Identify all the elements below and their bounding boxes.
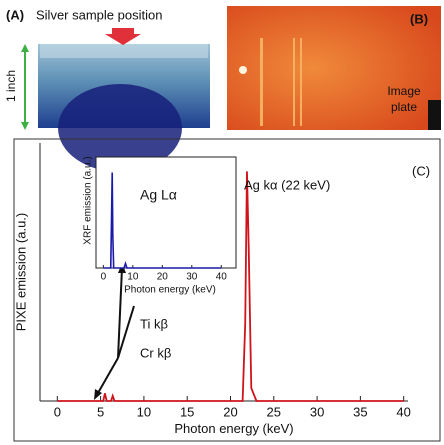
scale-label: 1 inch — [4, 70, 18, 102]
spectrum-line — [57, 171, 404, 402]
line-trace — [260, 38, 263, 126]
annotation: Cr kβ — [140, 345, 171, 360]
panel-label: (C) — [412, 163, 430, 178]
photo-a-band — [40, 44, 208, 58]
plot-frame — [95, 156, 237, 269]
x-tick-label: 10 — [137, 404, 151, 419]
y-axis-title: PIXE emission (a.u.) — [13, 213, 28, 332]
x-tick-label: 30 — [186, 272, 198, 283]
arrow — [21, 44, 29, 52]
x-tick-label: 15 — [180, 404, 194, 419]
plate-edge — [428, 100, 441, 130]
x-tick-label: 35 — [353, 404, 367, 419]
x-tick-label: 5 — [97, 404, 104, 419]
caption: Image — [387, 84, 421, 98]
caption: plate — [391, 100, 417, 114]
spot — [239, 66, 247, 74]
arrow — [97, 357, 119, 394]
panel-label: (B) — [410, 11, 428, 26]
x-tick-label: 20 — [223, 404, 237, 419]
line-trace — [293, 38, 295, 126]
arrow — [117, 267, 123, 359]
caption: Silver sample position — [36, 7, 162, 22]
x-axis-title: Photon energy (keV) — [124, 284, 216, 295]
arrow — [117, 305, 135, 359]
arrow — [21, 122, 29, 130]
photo-a-shadow — [58, 84, 182, 172]
spectrum-line — [103, 172, 222, 269]
y-axis-title: XRF emission (a.u.) — [83, 156, 94, 244]
panel-border — [13, 138, 441, 442]
x-tick-label: 30 — [310, 404, 324, 419]
x-axis-title: Photon energy (keV) — [174, 421, 293, 436]
arrow — [94, 389, 102, 400]
arrow — [105, 28, 141, 45]
panel-label: (A) — [6, 7, 24, 22]
annotation: Ti kβ — [140, 316, 168, 331]
line-trace — [300, 38, 302, 126]
x-tick-label: 40 — [216, 272, 228, 283]
x-tick-label: 10 — [127, 272, 139, 283]
x-tick-label: 40 — [396, 404, 410, 419]
x-tick-label: 25 — [267, 404, 281, 419]
x-tick-label: 0 — [54, 404, 61, 419]
x-tick-label: 20 — [157, 272, 169, 283]
annotation: Ag kα (22 keV) — [244, 177, 330, 192]
annotation: Ag Lα — [140, 187, 177, 203]
x-tick-label: 0 — [101, 272, 107, 283]
